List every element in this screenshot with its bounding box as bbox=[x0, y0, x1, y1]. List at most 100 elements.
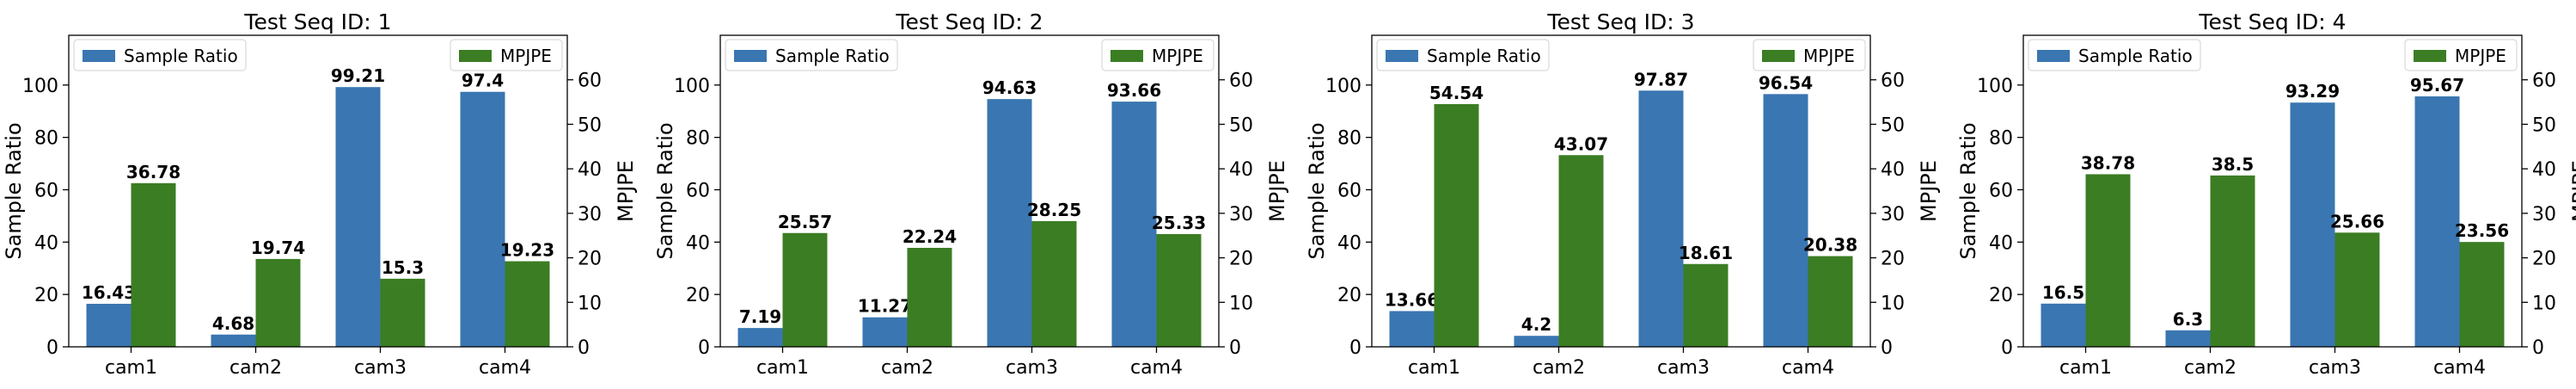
legend-sample-ratio: Sample Ratio bbox=[725, 39, 898, 71]
legend-mpjpe: MPJPE bbox=[2404, 39, 2518, 71]
x-tick-label-cam3: cam3 bbox=[1006, 357, 1058, 379]
x-tick-label-cam1: cam1 bbox=[2059, 357, 2112, 379]
mpjpe-bar-cam3 bbox=[1683, 263, 1729, 347]
left-tick-label: 20 bbox=[686, 285, 710, 306]
legend-label: MPJPE bbox=[1803, 46, 1855, 66]
mpjpe-label-cam3: 25.66 bbox=[2330, 211, 2384, 232]
mpjpe-label-cam1: 36.78 bbox=[126, 162, 181, 182]
x-tick-label-cam3: cam3 bbox=[1657, 357, 1710, 379]
sample-ratio-bar-cam3 bbox=[2290, 102, 2335, 347]
mpjpe-label-cam2: 19.74 bbox=[251, 238, 305, 258]
plot-frame bbox=[719, 34, 1220, 348]
legend-sample-ratio: Sample Ratio bbox=[1376, 39, 1550, 71]
mpjpe-bar-cam1 bbox=[131, 182, 176, 347]
left-tick-label: 100 bbox=[674, 76, 710, 97]
mpjpe-bar-cam1 bbox=[2085, 174, 2131, 347]
x-tick-label-cam2: cam2 bbox=[881, 357, 933, 379]
right-tick-label: 30 bbox=[1881, 204, 1905, 225]
left-tick-label: 0 bbox=[1349, 337, 1361, 359]
x-tick-label-cam4: cam4 bbox=[1782, 357, 1834, 379]
right-tick-label: 50 bbox=[2532, 114, 2556, 136]
right-tick-label: 40 bbox=[578, 159, 602, 181]
right-tick-label: 60 bbox=[1229, 71, 1253, 92]
mpjpe-label-cam2: 38.5 bbox=[2212, 154, 2254, 175]
legend-box bbox=[2404, 39, 2518, 71]
mpjpe-bar-cam4 bbox=[1808, 256, 1853, 347]
y-axis-label: Sample Ratio bbox=[1956, 122, 1980, 259]
chart-panel-3: Test Seq ID: 3 13.66 4.2 97.87 96.54 54.54 43.… bbox=[1305, 9, 1941, 379]
right-tick-label: 0 bbox=[1881, 337, 1893, 359]
left-tick-label: 60 bbox=[1337, 180, 1361, 201]
chart-title: Test Seq ID: 2 bbox=[895, 9, 1043, 34]
y2-axis-label: MPJPE bbox=[614, 160, 638, 222]
mpjpe-label-cam2: 22.24 bbox=[903, 226, 957, 247]
left-tick-label: 40 bbox=[686, 232, 710, 254]
y2-axis-label: MPJPE bbox=[1917, 160, 1941, 222]
sample-ratio-bar-cam4 bbox=[460, 91, 505, 347]
mpjpe-label-cam2: 43.07 bbox=[1554, 133, 1608, 154]
legend-label: MPJPE bbox=[1152, 46, 1203, 66]
legend-sample-ratio: Sample Ratio bbox=[73, 39, 247, 71]
left-tick-label: 80 bbox=[1337, 128, 1361, 150]
sample-ratio-label-cam4: 93.66 bbox=[1107, 80, 1161, 101]
sample-ratio-bar-cam3 bbox=[1638, 90, 1684, 347]
left-tick-label: 60 bbox=[1989, 180, 2013, 201]
mpjpe-bar-cam4 bbox=[2459, 242, 2505, 347]
mpjpe-bar-cam2 bbox=[2210, 175, 2255, 347]
sample-ratio-label-cam3: 94.63 bbox=[982, 77, 1037, 98]
mpjpe-label-cam1: 38.78 bbox=[2081, 152, 2135, 173]
right-tick-label: 40 bbox=[1881, 159, 1905, 181]
sample-ratio-label-cam2: 4.2 bbox=[1521, 314, 1551, 335]
mpjpe-label-cam1: 25.57 bbox=[778, 212, 832, 232]
right-tick-label: 50 bbox=[1229, 114, 1253, 136]
sample-ratio-label-cam4: 97.4 bbox=[462, 71, 504, 91]
plot-frame bbox=[2022, 34, 2523, 348]
legend-mpjpe: MPJPE bbox=[1101, 39, 1215, 71]
sample-ratio-bar-cam2 bbox=[862, 317, 908, 347]
legend-swatch bbox=[83, 50, 115, 62]
mpjpe-bar-cam1 bbox=[782, 232, 828, 347]
mpjpe-label-cam1: 54.54 bbox=[1429, 83, 1484, 103]
mpjpe-label-cam3: 28.25 bbox=[1027, 200, 1081, 220]
sample-ratio-label-cam1: 7.19 bbox=[739, 306, 781, 327]
sample-ratio-bar-cam1 bbox=[86, 304, 132, 347]
right-tick-label: 20 bbox=[2532, 249, 2556, 270]
sample-ratio-label-cam2: 6.3 bbox=[2173, 309, 2203, 330]
right-tick-label: 20 bbox=[1881, 249, 1905, 270]
right-tick-label: 10 bbox=[578, 293, 602, 314]
left-tick-label: 40 bbox=[34, 232, 58, 254]
y-axis-label: Sample Ratio bbox=[1305, 122, 1329, 259]
right-tick-label: 10 bbox=[1229, 293, 1253, 314]
legend-label: MPJPE bbox=[2455, 46, 2506, 66]
sample-ratio-label-cam4: 96.54 bbox=[1759, 72, 1813, 93]
legend-swatch bbox=[1386, 50, 1418, 62]
left-tick-label: 100 bbox=[1977, 76, 2013, 97]
y2-axis-label: MPJPE bbox=[1265, 160, 1289, 222]
sample-ratio-label-cam2: 4.68 bbox=[212, 313, 254, 334]
y2-axis-label: MPJPE bbox=[2568, 160, 2576, 222]
legend-swatch bbox=[734, 50, 767, 62]
right-tick-label: 10 bbox=[2532, 293, 2556, 314]
sample-ratio-bar-cam2 bbox=[1514, 336, 1559, 347]
legend-box bbox=[1753, 39, 1866, 71]
legend-box bbox=[73, 39, 247, 71]
chart-panel-1: Test Seq ID: 1 16.43 4.68 99.21 97.4 36.78 19.… bbox=[2, 9, 638, 379]
sample-ratio-label-cam1: 13.66 bbox=[1385, 289, 1439, 310]
sample-ratio-bar-cam3 bbox=[987, 99, 1032, 348]
mpjpe-label-cam4: 23.56 bbox=[2455, 220, 2509, 241]
right-tick-label: 40 bbox=[1229, 159, 1253, 181]
legend-label: Sample Ratio bbox=[124, 46, 238, 66]
mpjpe-bar-cam1 bbox=[1434, 103, 1479, 347]
mpjpe-label-cam3: 15.3 bbox=[382, 257, 424, 278]
mpjpe-bar-cam2 bbox=[255, 258, 301, 347]
x-tick-label-cam2: cam2 bbox=[1533, 357, 1585, 379]
legend-label: Sample Ratio bbox=[2078, 46, 2193, 66]
legend-box bbox=[1101, 39, 1215, 71]
chart-title: Test Seq ID: 1 bbox=[243, 9, 391, 34]
x-tick-label-cam3: cam3 bbox=[2309, 357, 2361, 379]
left-tick-label: 60 bbox=[686, 180, 710, 201]
x-tick-label-cam1: cam1 bbox=[756, 357, 809, 379]
legend-label: MPJPE bbox=[500, 46, 552, 66]
sample-ratio-bar-cam1 bbox=[1389, 311, 1435, 347]
